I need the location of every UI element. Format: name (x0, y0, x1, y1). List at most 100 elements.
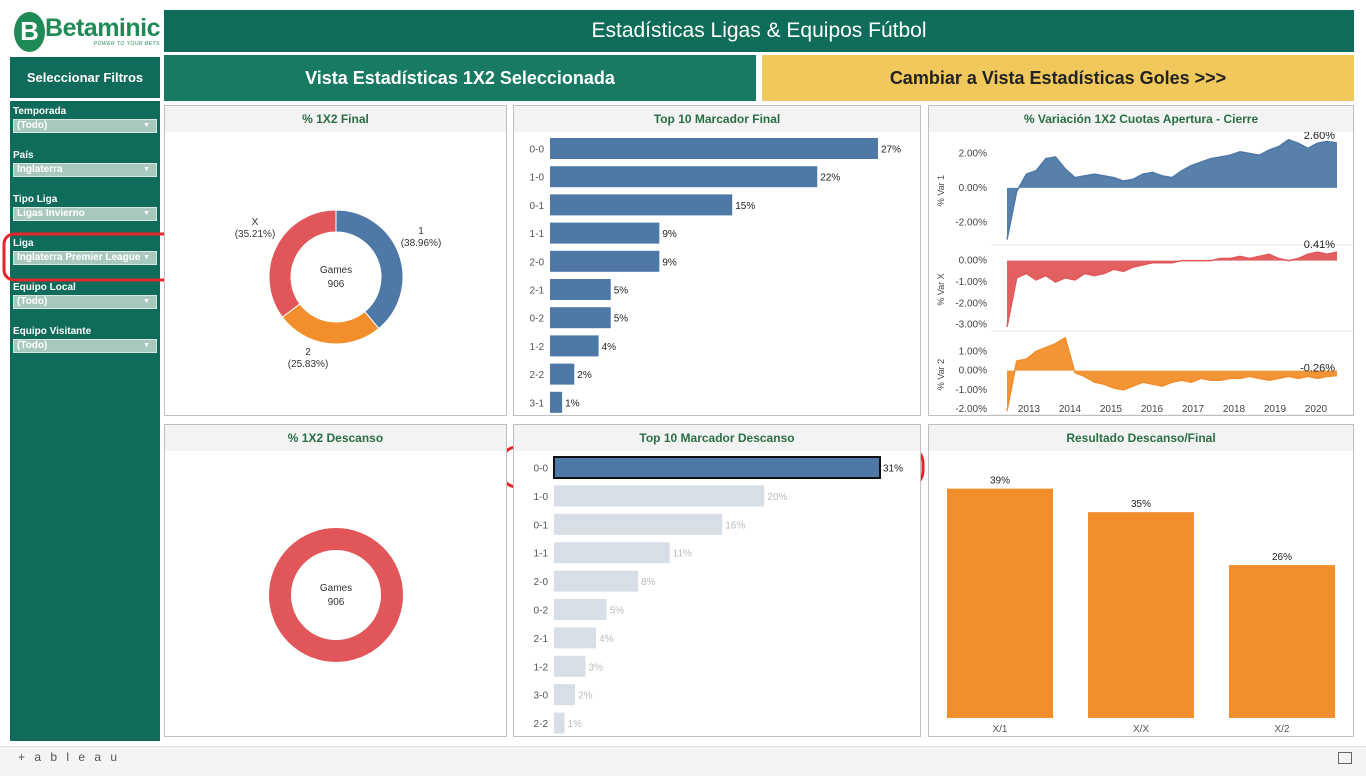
temporada-dropdown[interactable]: (Todo) ▼ (13, 119, 157, 133)
bar-2-0 (550, 250, 660, 272)
bar-value-label: 5% (614, 314, 629, 325)
y-tick-label: -2.00% (955, 404, 987, 415)
bar-value-label: 15% (735, 201, 755, 212)
x-tick-label: 2016 (1141, 404, 1164, 415)
bar-final-chart[interactable]: 0-0 27% 1-0 22% 0-1 15% 1-1 9% 2-0 9% 2-1 5% 0-2 5% 1-… (514, 132, 920, 415)
bar-0-2 (550, 307, 611, 329)
filter-label: Equipo Visitante (13, 326, 92, 337)
x-tick-label: 2019 (1264, 404, 1287, 415)
filters-sidebar: Temporada (Todo) ▼ País Inglaterra ▼ Tipo … (10, 101, 160, 741)
end-value-label: 0.41% (1304, 239, 1335, 251)
x-tick-label: 2017 (1182, 404, 1205, 415)
bar-0-1 (554, 513, 723, 535)
resultado-bar-chart[interactable]: 39% X/1 35% X/X 26% X/2 (929, 451, 1353, 736)
pais-dropdown[interactable]: Inglaterra ▼ (13, 163, 157, 177)
bar-value-label: 16% (725, 520, 745, 531)
slice-percent-label: (38.96%) (401, 238, 442, 249)
category-label: 0-2 (530, 314, 545, 325)
variacion-area-chart[interactable]: 2.00% 0.00% -2.00% % Var 1 2.60% 0.00% -1.00% -… (929, 130, 1353, 416)
bar-2-1 (550, 279, 611, 300)
line-series-3 (1006, 336, 1338, 412)
area-series-2 (1007, 252, 1337, 327)
category-label: 2-0 (530, 257, 545, 268)
bar-value-label: 20% (767, 492, 787, 503)
filter-label: País (13, 150, 34, 161)
y-tick-label: 2.00% (959, 148, 987, 159)
category-label: 0-1 (530, 201, 545, 212)
donut-center-value: 906 (328, 279, 345, 290)
panel-variacion: % Variación 1X2 Cuotas Apertura - Cierre… (928, 105, 1354, 416)
category-label: 1-1 (530, 229, 545, 240)
filter-label: Liga (13, 238, 34, 249)
category-label: 1-2 (530, 342, 545, 353)
slice-percent-label: (35.21%) (235, 229, 276, 240)
end-value-label: 2.60% (1304, 132, 1335, 142)
tableau-footer: + a b l e a u (0, 746, 1366, 776)
bar-0-1 (550, 194, 733, 216)
pie-half-chart[interactable]: Games 906 (165, 451, 506, 736)
category-label: 2-2 (534, 719, 549, 730)
bar-0-2 (554, 599, 607, 620)
x-tick-label: 2018 (1223, 404, 1246, 415)
y-axis-label: % Var X (936, 273, 946, 305)
chevron-down-icon: ▼ (143, 122, 150, 129)
pie-final-chart[interactable]: 1(38.96%) 2(25.83%) X(35.21%) Games 906 (165, 132, 506, 415)
category-label: 1-2 (534, 662, 549, 673)
filter-label: Tipo Liga (13, 194, 58, 205)
filter-equipo-local: Equipo Local (Todo) ▼ (13, 282, 157, 309)
donut-slice-2 (281, 303, 380, 345)
category-label: X/1 (992, 724, 1007, 735)
category-label: 0-2 (534, 606, 549, 617)
bar-0-0 (550, 138, 878, 159)
chevron-down-icon: ▼ (143, 254, 150, 261)
y-tick-label: -1.00% (955, 385, 987, 396)
tableau-logo[interactable]: + a b l e a u (18, 750, 121, 764)
switch-view-button[interactable]: Cambiar a Vista Estadísticas Goles >>> (762, 55, 1354, 101)
area-series-1 (1007, 139, 1337, 240)
bar-value-label: 9% (662, 229, 677, 240)
bar-1-0 (554, 485, 765, 507)
filter-tipo-liga: Tipo Liga Ligas Invierno ▼ (13, 194, 157, 221)
bar-value-label: 9% (662, 257, 677, 268)
bar-X/1 (947, 488, 1053, 718)
logo-word: Betaminic (45, 14, 160, 42)
y-tick-label: 0.00% (959, 256, 987, 267)
bar-half-chart[interactable]: 0-0 31% 1-0 20% 0-1 16% 1-1 11% 2-0 8% 0-2 5% 2-1 4% 1… (514, 451, 920, 736)
x-tick-label: 2015 (1100, 404, 1123, 415)
bar-value-label: 26% (1272, 552, 1292, 563)
category-label: 3-1 (530, 398, 545, 409)
current-view-button[interactable]: Vista Estadísticas 1X2 Seleccionada (164, 55, 756, 101)
y-axis-label: % Var 2 (936, 359, 946, 390)
filter-temporada: Temporada (Todo) ▼ (13, 106, 157, 133)
bar-3-0 (554, 684, 576, 706)
tipo-liga-dropdown[interactable]: Ligas Invierno ▼ (13, 207, 157, 221)
y-axis-label: % Var 1 (936, 175, 946, 206)
betaminic-logo[interactable]: B Betaminic POWER TO YOUR BETS (10, 10, 160, 53)
slice-label: X (252, 217, 259, 228)
panel-title: Top 10 Marcador Descanso (514, 425, 920, 451)
y-tick-label: -2.00% (955, 298, 987, 309)
slice-label: 1 (418, 226, 424, 237)
panel-title: Resultado Descanso/Final (929, 425, 1353, 451)
y-tick-label: 1.00% (959, 346, 987, 357)
donut-slice-1 (335, 209, 404, 330)
donut-center-label: Games (320, 265, 352, 276)
bar-2-1 (554, 627, 597, 649)
liga-dropdown[interactable]: Inglaterra Premier League ▼ (13, 251, 157, 265)
category-label: 2-2 (530, 370, 545, 381)
donut-center-label: Games (320, 583, 352, 594)
category-label: 2-0 (534, 577, 549, 588)
category-label: 0-0 (530, 145, 545, 156)
logo-tagline: POWER TO YOUR BETS (93, 41, 160, 47)
y-tick-label: -1.00% (955, 277, 987, 288)
fullscreen-icon[interactable] (1338, 752, 1352, 764)
bar-2-2 (554, 712, 565, 734)
equipo-visitante-dropdown[interactable]: (Todo) ▼ (13, 339, 157, 353)
x-tick-label: 2013 (1018, 404, 1041, 415)
bar-value-label: 11% (673, 549, 692, 560)
filters-heading: Seleccionar Filtros (10, 57, 160, 98)
bar-3-1 (550, 391, 563, 413)
bar-value-label: 4% (599, 634, 614, 645)
equipo-local-dropdown[interactable]: (Todo) ▼ (13, 295, 157, 309)
